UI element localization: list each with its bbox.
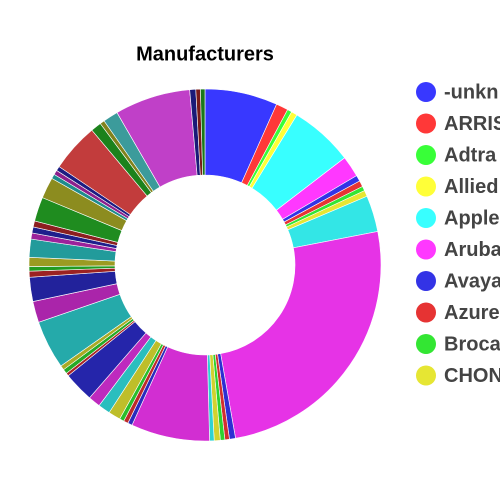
legend-swatch [416, 302, 436, 323]
legend-label: Allied [444, 176, 498, 198]
chart-title: Manufacturers [136, 43, 274, 65]
legend-label: CHON [444, 365, 500, 387]
donut-slice [200, 88, 206, 176]
legend-label: Apple [444, 207, 500, 229]
legend-label: Broca [444, 333, 500, 355]
legend-swatch [416, 239, 436, 260]
legend-swatch [416, 365, 436, 386]
legend-swatch [416, 271, 436, 291]
legend-swatch [416, 208, 436, 228]
legend-swatch [416, 113, 436, 134]
legend-label: ARRIS [444, 113, 500, 135]
legend-label: -unkn [444, 81, 498, 103]
donut-slice [220, 231, 382, 439]
legend-label: Azure [444, 302, 500, 324]
legend-swatch [416, 334, 436, 354]
legend-swatch [416, 82, 436, 102]
legend-swatch [416, 176, 436, 197]
legend-swatch [416, 145, 436, 165]
legend-label: Adtra [444, 144, 497, 166]
legend-label: Avaya [444, 270, 500, 292]
legend-label: Aruba [444, 239, 500, 261]
